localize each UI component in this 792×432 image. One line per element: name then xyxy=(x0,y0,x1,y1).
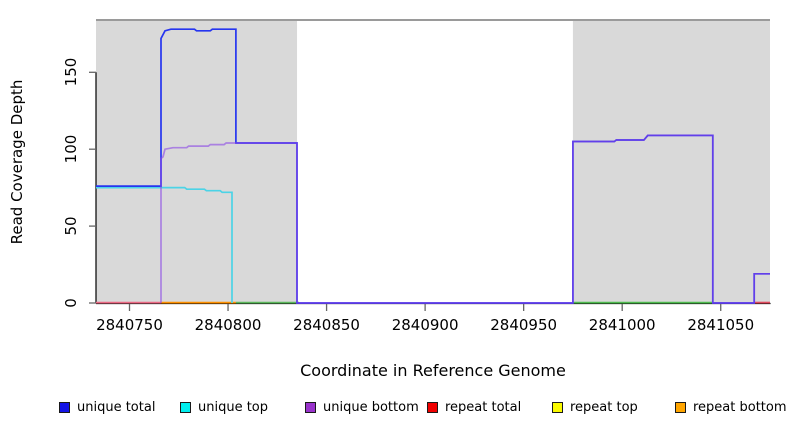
legend-swatch-repeat-top xyxy=(552,401,563,413)
legend-swatch-repeat-bottom xyxy=(675,401,686,413)
legend-swatch-unique-bottom xyxy=(305,401,316,413)
x-tick-label: 2841000 xyxy=(588,316,656,334)
legend-label: repeat total xyxy=(445,399,522,415)
shaded-region xyxy=(96,21,298,303)
legend-label: unique bottom xyxy=(323,399,419,415)
x-tick-label: 2840850 xyxy=(293,316,360,334)
y-axis-title: Read Coverage Depth xyxy=(8,79,26,245)
legend-item-repeat-total: repeat total xyxy=(427,398,521,416)
legend-item-unique-total: unique total xyxy=(59,398,155,416)
y-tick-label: 0 xyxy=(62,298,80,308)
legend-label: unique total xyxy=(77,399,156,415)
legend-swatch-unique-total xyxy=(59,401,70,413)
x-tick-label: 2840750 xyxy=(96,316,163,334)
y-tick-label: 100 xyxy=(62,134,80,164)
legend-item-unique-top: unique top xyxy=(180,398,268,416)
x-tick-label: 2841050 xyxy=(687,316,755,334)
legend-item-repeat-top: repeat top xyxy=(552,398,638,416)
x-tick-label: 2840800 xyxy=(194,316,262,334)
y-tick-label: 150 xyxy=(62,57,80,87)
x-tick-label: 2840900 xyxy=(391,316,459,334)
x-axis-title: Coordinate in Reference Genome xyxy=(300,361,566,380)
legend-item-repeat-bottom: repeat bottom xyxy=(675,398,787,416)
shaded-region xyxy=(572,21,770,303)
legend-label: repeat bottom xyxy=(693,399,787,415)
legend-item-unique-bottom: unique bottom xyxy=(305,398,419,416)
x-tick-label: 2840950 xyxy=(490,316,558,334)
legend: unique total unique top unique bottom repea… xyxy=(0,398,792,422)
legend-label: unique top xyxy=(198,399,269,415)
series-line-unique-bottom xyxy=(160,134,770,304)
legend-swatch-unique-top xyxy=(180,401,191,413)
legend-swatch-repeat-total xyxy=(427,401,438,413)
series-line-unique-top xyxy=(96,186,233,303)
y-tick-label: 50 xyxy=(62,216,80,236)
legend-label: repeat top xyxy=(570,399,638,415)
